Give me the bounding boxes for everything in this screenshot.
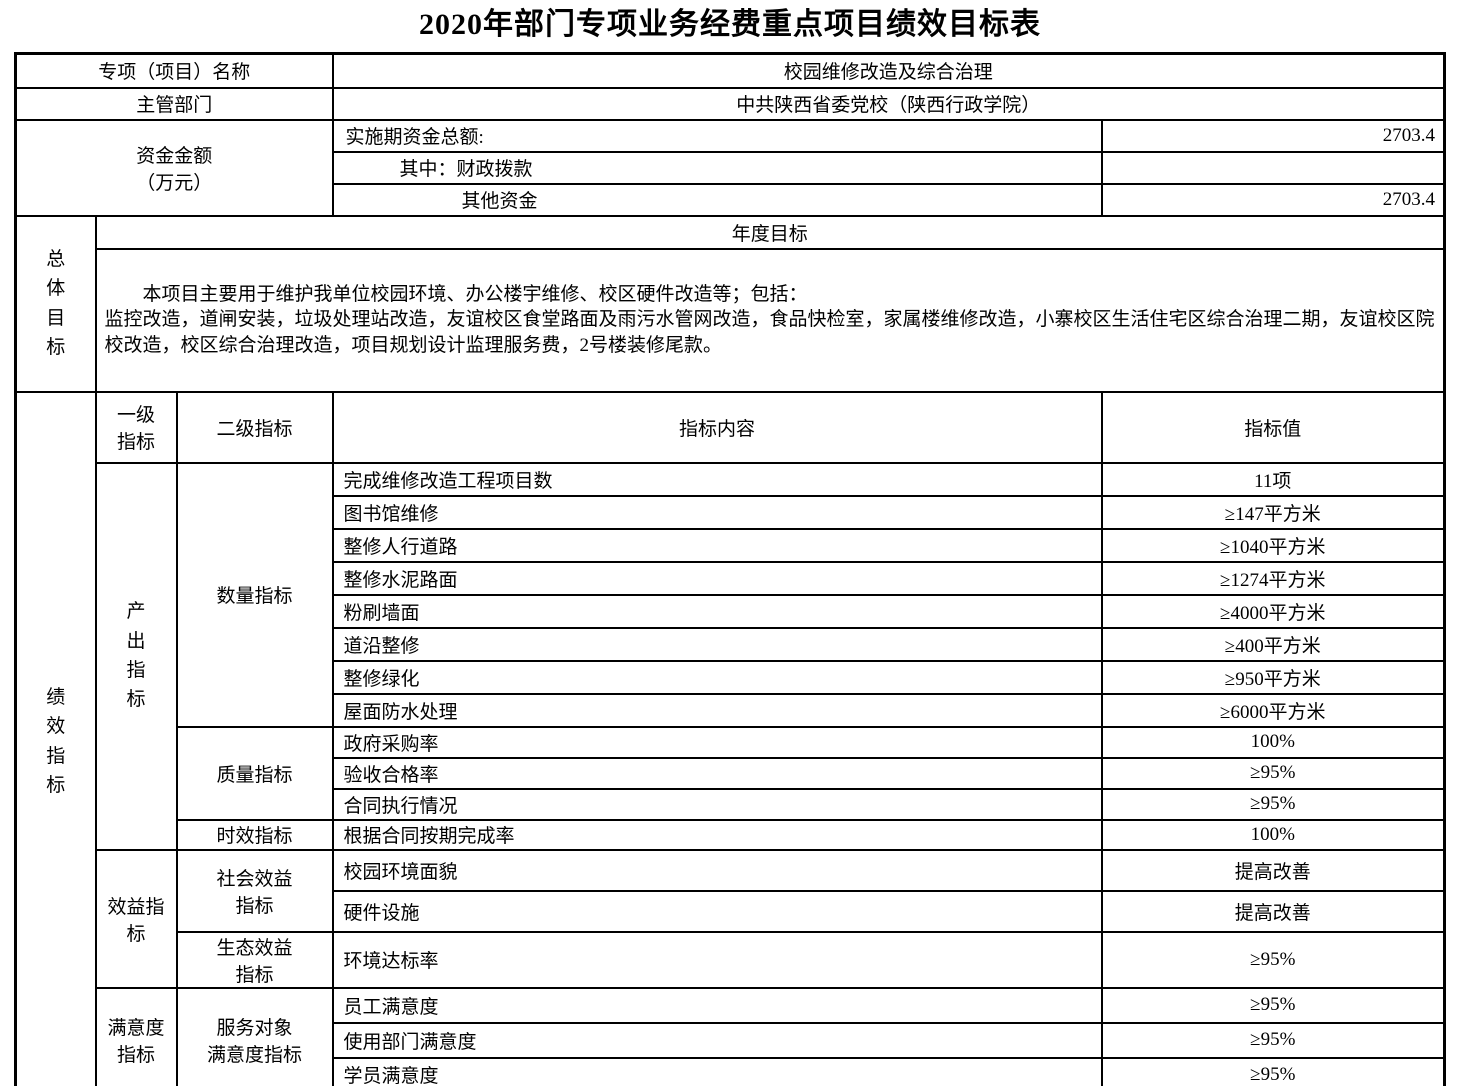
- funding-value-fiscal: [1100, 150, 1446, 185]
- table-row: 绩 效 指 标 一级 指标 二级指标 指标内容 指标值: [14, 390, 1446, 1086]
- table-row: 专项（项目）名称 校园维修改造及综合治理: [14, 52, 1446, 89]
- table-row: 本项目主要用于维护我单位校园环境、办公楼宇维修、校区硬件改造等；包括： 监控改造…: [16, 247, 1446, 393]
- indicator-value: ≥400平方米: [1100, 626, 1446, 662]
- funding-value-total: 2703.4: [1100, 118, 1446, 153]
- table-row: 图书馆维修 ≥147平方米: [16, 494, 1446, 530]
- indicator-value: ≥6000平方米: [1100, 692, 1446, 728]
- table-row: 使用部门满意度 ≥95%: [16, 1021, 1446, 1059]
- group-satisfaction-label: 满意度 指标: [94, 986, 178, 1086]
- table-row: 整修绿化 ≥950平方米: [16, 659, 1446, 695]
- indicator-value: 提高改善: [1100, 889, 1446, 933]
- indicator-content: 整修水泥路面: [331, 560, 1103, 596]
- page-title: 2020年部门专项业务经费重点项目绩效目标表: [419, 8, 1041, 41]
- indicator-value: ≥147平方米: [1100, 494, 1446, 530]
- funding-label: 资金金额 （万元）: [14, 118, 334, 217]
- funding-item-total: 实施期资金总额:: [331, 118, 1103, 153]
- indicator-value: ≥95%: [1100, 756, 1446, 790]
- indicator-content: 图书馆维修: [331, 494, 1103, 530]
- group-benefit-label: 效益指 标: [94, 848, 178, 989]
- annual-goal-line2: 监控改造，道闸安装，垃圾处理站改造，友谊校区食堂路面及雨污水管网改造，食品快检室…: [104, 309, 1435, 356]
- table-row: 质量指标 政府采购率 100%: [16, 725, 1446, 821]
- table-row: 生态效益 指标 环境达标率 ≥95%: [16, 930, 1446, 989]
- project-name-value: 校园维修改造及综合治理: [331, 52, 1446, 89]
- group-social-label: 社会效益 指标: [175, 848, 334, 933]
- indicator-content: 根据合同按期完成率: [331, 818, 1103, 851]
- table-row: 总 体 目 标 年度目标: [14, 214, 1446, 393]
- indicator-content: 环境达标率: [331, 930, 1103, 989]
- funding-item-fiscal: 其中：财政拨款: [331, 150, 1103, 185]
- indicator-content: 验收合格率: [331, 756, 1103, 790]
- indicator-content: 员工满意度: [331, 986, 1103, 1024]
- indicator-content: 政府采购率: [331, 725, 1103, 759]
- indicator-value: 100%: [1100, 725, 1446, 759]
- indicator-content: 合同执行情况: [331, 787, 1103, 821]
- table-row: 整修人行道路 ≥1040平方米: [16, 527, 1446, 563]
- indicator-value: 提高改善: [1100, 848, 1446, 892]
- table-row: 粉刷墙面 ≥4000平方米: [16, 593, 1446, 629]
- annual-goal-text: 本项目主要用于维护我单位校园环境、办公楼宇维修、校区硬件改造等；包括： 监控改造…: [94, 247, 1446, 393]
- group-output-label: 产 出 指 标: [94, 461, 178, 851]
- department-value: 中共陕西省委党校（陕西行政学院）: [331, 86, 1446, 121]
- table-row: 合同执行情况 ≥95%: [16, 787, 1446, 821]
- table-row: 道沿整修 ≥400平方米: [16, 626, 1446, 662]
- indicator-value: ≥1040平方米: [1100, 527, 1446, 563]
- funding-value-other: 2703.4: [1100, 182, 1446, 217]
- indicator-value: 100%: [1100, 818, 1446, 851]
- table-row: 验收合格率 ≥95%: [16, 756, 1446, 790]
- indicator-content: 硬件设施: [331, 889, 1103, 933]
- indicator-value: ≥95%: [1100, 1021, 1446, 1059]
- indicator-content: 整修人行道路: [331, 527, 1103, 563]
- indicator-value: ≥950平方米: [1100, 659, 1446, 695]
- annual-goal-line1: 本项目主要用于维护我单位校园环境、办公楼宇维修、校区硬件改造等；包括：: [142, 283, 808, 305]
- column-header-level1: 一级 指标: [94, 390, 178, 464]
- table-row: 其中：财政拨款: [16, 150, 1446, 185]
- annual-goal-header: 年度目标: [94, 214, 1446, 250]
- group-timeliness-label: 时效指标: [175, 818, 334, 851]
- performance-target-table: 专项（项目）名称 校园维修改造及综合治理 主管部门 中共陕西省委党校（陕西行政学…: [14, 52, 1447, 1086]
- group-service-target-label: 服务对象 满意度指标: [175, 986, 334, 1086]
- table-row: 其他资金 2703.4: [16, 182, 1446, 217]
- column-header-content: 指标内容: [331, 390, 1103, 464]
- indicator-content: 完成维修改造工程项目数: [331, 461, 1103, 497]
- performance-section-label: 绩 效 指 标: [14, 390, 97, 1086]
- indicator-value: ≥95%: [1100, 930, 1446, 989]
- department-label: 主管部门: [14, 86, 334, 121]
- table-row: 产 出 指 标 数量指标 完成维修改造工程项目数 11项: [16, 461, 1446, 851]
- group-quantity-label: 数量指标: [175, 461, 334, 728]
- funding-item-other: 其他资金: [331, 182, 1103, 217]
- table-row: 主管部门 中共陕西省委党校（陕西行政学院）: [14, 86, 1446, 121]
- table-row: 硬件设施 提高改善: [16, 889, 1446, 933]
- indicator-value: ≥1274平方米: [1100, 560, 1446, 596]
- indicator-content: 道沿整修: [331, 626, 1103, 662]
- indicator-content: 粉刷墙面: [331, 593, 1103, 629]
- group-quality-label: 质量指标: [175, 725, 334, 821]
- overall-goal-label: 总 体 目 标: [14, 214, 97, 393]
- column-header-value: 指标值: [1100, 390, 1446, 464]
- table-row: 满意度 指标 服务对象 满意度指标 员工满意度 ≥95%: [16, 986, 1446, 1086]
- indicator-content: 整修绿化: [331, 659, 1103, 695]
- indicator-content: 学员满意度: [331, 1056, 1103, 1086]
- indicator-content: 屋面防水处理: [331, 692, 1103, 728]
- table-row: 资金金额 （万元） 实施期资金总额: 2703.4: [14, 118, 1446, 217]
- table-row: 屋面防水处理 ≥6000平方米: [16, 692, 1446, 728]
- project-name-label: 专项（项目）名称: [14, 52, 334, 89]
- indicator-value: 11项: [1100, 461, 1446, 497]
- group-ecological-label: 生态效益 指标: [175, 930, 334, 989]
- table-row: 学员满意度 ≥95%: [16, 1056, 1446, 1086]
- column-header-level2: 二级指标: [175, 390, 334, 464]
- indicator-content: 校园环境面貌: [331, 848, 1103, 892]
- indicator-value: ≥95%: [1100, 787, 1446, 821]
- indicator-value: ≥95%: [1100, 986, 1446, 1024]
- indicator-value: ≥95%: [1100, 1056, 1446, 1086]
- table-row: 效益指 标 社会效益 指标 校园环境面貌 提高改善: [16, 848, 1446, 989]
- indicator-content: 使用部门满意度: [331, 1021, 1103, 1059]
- indicator-value: ≥4000平方米: [1100, 593, 1446, 629]
- table-row: 时效指标 根据合同按期完成率 100%: [16, 818, 1446, 851]
- table-row: 整修水泥路面 ≥1274平方米: [16, 560, 1446, 596]
